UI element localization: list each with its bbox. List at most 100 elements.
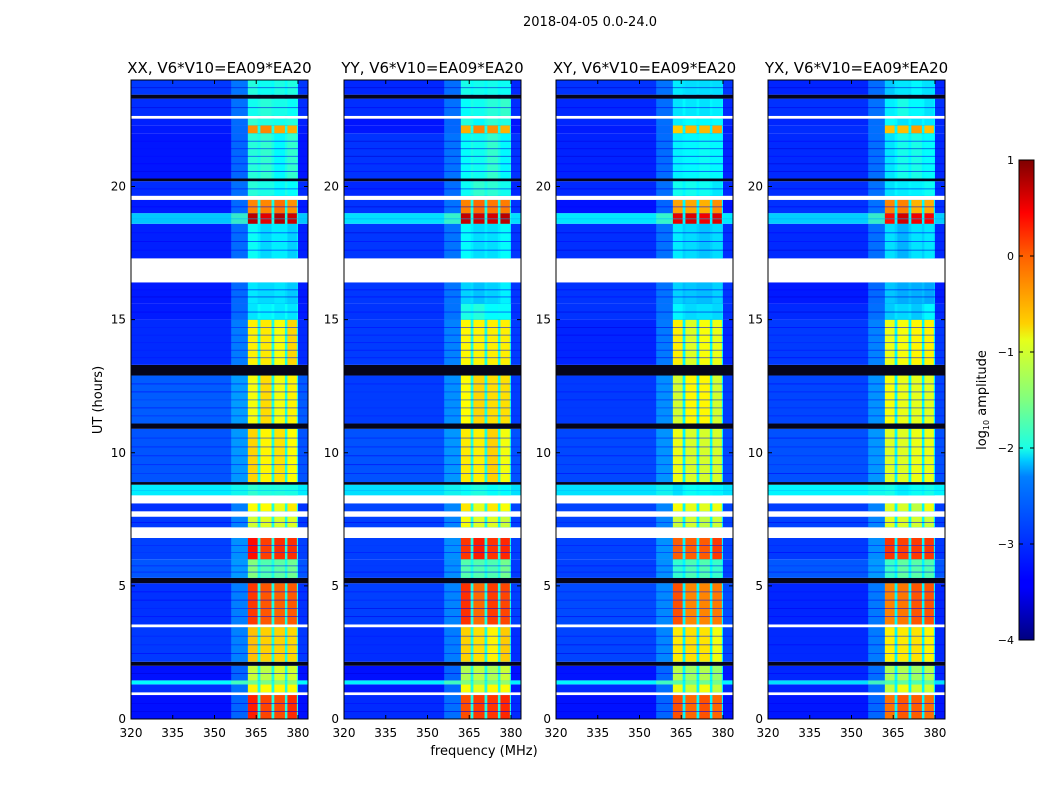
colorbar-label: log10 amplitude — [975, 350, 991, 450]
row-stripe — [131, 188, 308, 190]
rfi-cell — [672, 537, 683, 560]
row-stripe — [556, 249, 733, 251]
gap-row — [131, 577, 308, 584]
row-stripe — [344, 241, 521, 242]
rfi-cell — [672, 503, 683, 512]
rfi-cell — [473, 695, 485, 719]
row-stripe — [344, 565, 521, 567]
flagged-row — [556, 495, 733, 504]
band-edge-cell — [868, 695, 885, 719]
rfi-cell — [487, 537, 498, 560]
x-axis-label: frequency (MHz) — [430, 744, 537, 759]
flagged-row — [556, 692, 733, 696]
rfi-cell — [473, 537, 485, 560]
row-stripe — [344, 391, 521, 393]
rfi-cell — [699, 223, 710, 259]
rfi-cell — [672, 695, 683, 719]
row-stripe — [556, 673, 733, 674]
rfi-cell — [685, 223, 697, 259]
rfi-cell — [260, 98, 272, 116]
band-edge-cell — [231, 695, 248, 719]
row-stripe — [344, 616, 521, 618]
row-stripe — [768, 644, 945, 646]
rfi-cell — [247, 98, 258, 116]
row-stripe — [768, 599, 945, 601]
row-stripe — [556, 571, 733, 573]
row-stripe — [556, 464, 733, 466]
row-stripe — [131, 437, 308, 439]
rfi-cell — [260, 125, 272, 134]
rfi-cell — [500, 98, 510, 116]
row-stripe — [768, 635, 945, 637]
row-stripe — [768, 334, 945, 336]
row-stripe — [556, 703, 733, 704]
rfi-cell — [473, 118, 485, 126]
y-tick-label: 15 — [324, 313, 339, 327]
x-tick-label: 365 — [882, 726, 905, 740]
x-tick-label: 380 — [924, 726, 947, 740]
row-stripe — [768, 87, 945, 89]
rfi-cell — [712, 695, 722, 719]
band-edge-cell — [444, 282, 461, 304]
row-stripe — [768, 473, 945, 474]
row-stripe — [556, 653, 733, 654]
y-tick-label: 10 — [536, 446, 551, 460]
row-stripe — [768, 241, 945, 242]
background-cell — [344, 680, 521, 685]
row-stripe — [556, 327, 733, 328]
row-stripe — [768, 296, 945, 298]
row-stripe — [768, 653, 945, 654]
rfi-band-background — [460, 684, 511, 693]
rfi-cell — [460, 118, 471, 126]
x-tick-label: 365 — [245, 726, 268, 740]
panel-title: YX, V6*V10=EA09*EA20 — [764, 59, 948, 77]
row-stripe — [768, 616, 945, 618]
gap-row — [556, 661, 733, 666]
rfi-cell — [487, 627, 498, 662]
band-edge-cell — [656, 695, 673, 719]
band-edge-cell — [444, 537, 461, 560]
rfi-cell — [487, 282, 498, 304]
row-stripe — [556, 383, 733, 385]
flagged-row — [556, 527, 733, 538]
figure-title: 2018-04-05 0.0-24.0 — [523, 15, 657, 30]
colorbar-tick-label: −1 — [998, 346, 1014, 359]
band-edge-cell — [868, 559, 885, 578]
row-stripe — [344, 711, 521, 712]
rfi-band-background — [247, 680, 298, 685]
row-stripe — [344, 311, 521, 313]
rfi-cell — [911, 583, 922, 625]
gap-row — [131, 94, 308, 99]
band-edge-cell — [868, 583, 885, 625]
rfi-cell — [884, 684, 895, 693]
band-edge-cell — [656, 684, 673, 693]
rfi-cell — [924, 583, 934, 625]
row-stripe — [556, 399, 733, 401]
y-tick-label: 20 — [111, 180, 126, 194]
row-stripe — [556, 415, 733, 417]
rfi-cell — [460, 559, 471, 578]
rfi-cell — [924, 503, 934, 512]
y-tick-label: 15 — [111, 313, 126, 327]
rfi-cell — [911, 223, 922, 259]
rfi-cell — [473, 627, 485, 662]
rfi-cell — [500, 684, 510, 693]
row-stripe — [768, 455, 945, 457]
band-edge-cell — [444, 559, 461, 578]
row-stripe — [344, 571, 521, 573]
row-stripe — [768, 357, 945, 359]
band-edge-cell — [656, 223, 673, 259]
rfi-cell — [884, 118, 895, 126]
row-stripe — [768, 521, 945, 523]
row-stripe — [131, 490, 308, 491]
row-stripe — [131, 357, 308, 359]
row-stripe — [556, 296, 733, 298]
row-stripe — [556, 607, 733, 609]
rfi-cell — [287, 559, 297, 578]
row-stripe — [344, 446, 521, 448]
row-stripe — [344, 107, 521, 109]
rfi-cell — [287, 118, 297, 126]
rfi-cell — [487, 118, 498, 126]
rfi-cell — [897, 282, 909, 304]
flagged-row — [556, 624, 733, 628]
